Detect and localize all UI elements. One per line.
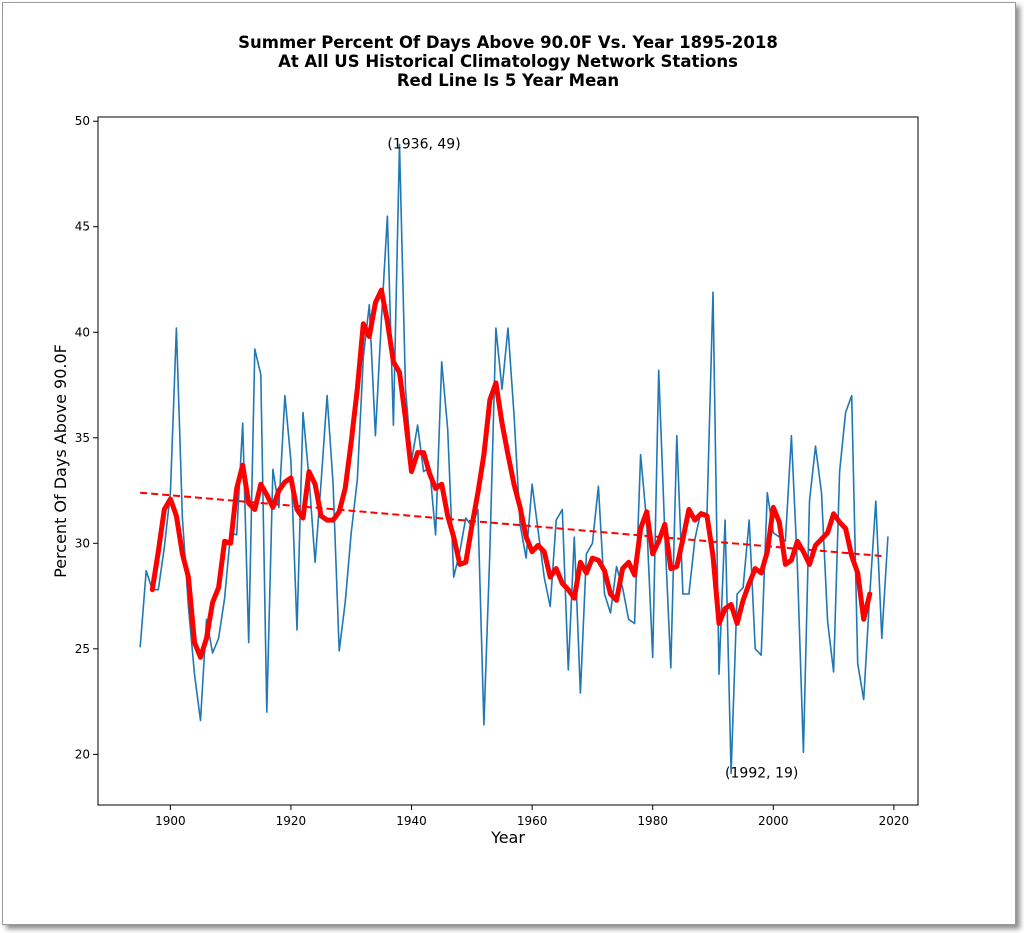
x-tick-label: 1940: [396, 814, 427, 828]
x-tick-label: 1980: [637, 814, 668, 828]
y-tick-label: 40: [75, 325, 90, 339]
y-tick-label: 45: [75, 220, 90, 234]
y-tick-label: 35: [75, 431, 90, 445]
x-axis-label: Year: [490, 828, 525, 847]
trend-line: [140, 491, 882, 557]
plot-frame: [97, 116, 919, 806]
y-tick-label: 50: [75, 114, 90, 128]
x-tick-label: 2000: [758, 814, 789, 828]
chart-title: Summer Percent Of Days Above 90.0F Vs. Y…: [238, 33, 778, 90]
y-tick-label: 30: [75, 536, 90, 550]
y-axis: 20 25 30 35 40 45 50: [75, 114, 98, 761]
annotation-label: (1936, 49): [387, 136, 460, 152]
series-annual-line: [139, 143, 889, 775]
y-axis-label: Percent Of Days Above 90.0F: [51, 344, 70, 578]
x-tick-label: 1920: [276, 814, 307, 828]
series-layer: [139, 143, 889, 775]
x-axis: 1900 1920 1940 1960 1980 2000 2020: [155, 805, 909, 828]
x-tick-label: 2020: [879, 814, 910, 828]
x-tick-label: 1960: [517, 814, 548, 828]
annotation-label: (1992, 19): [725, 765, 798, 781]
y-tick-label: 20: [75, 747, 90, 761]
title-line: Summer Percent Of Days Above 90.0F Vs. Y…: [238, 33, 778, 52]
x-tick-label: 1900: [155, 814, 186, 828]
annotations: (1936, 49) (1992, 19): [387, 136, 798, 781]
series-mean-line: [149, 287, 873, 660]
y-tick-label: 25: [75, 642, 90, 656]
title-line: Red Line Is 5 Year Mean: [397, 71, 619, 90]
title-line: At All US Historical Climatology Network…: [278, 52, 738, 71]
